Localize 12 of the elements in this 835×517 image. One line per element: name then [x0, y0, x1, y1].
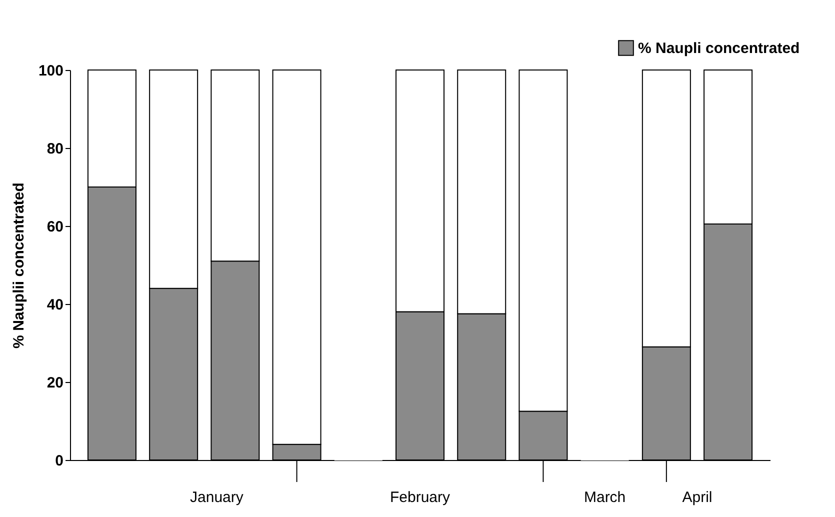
- y-tick-label: 20: [46, 374, 64, 392]
- y-tick-label: 60: [46, 218, 64, 236]
- y-tick-label: 80: [46, 140, 64, 158]
- text: March: [584, 489, 626, 506]
- text: April: [682, 489, 712, 506]
- y-axis-title: % Nauplii concentrated: [10, 182, 28, 348]
- y-tick-label: 0: [55, 452, 64, 470]
- y-tick-label: 40: [46, 296, 64, 314]
- text: January: [190, 489, 244, 506]
- legend-label: % Naupli concentrated: [638, 40, 800, 57]
- y-tick-label: 100: [38, 62, 64, 80]
- text: February: [390, 489, 451, 506]
